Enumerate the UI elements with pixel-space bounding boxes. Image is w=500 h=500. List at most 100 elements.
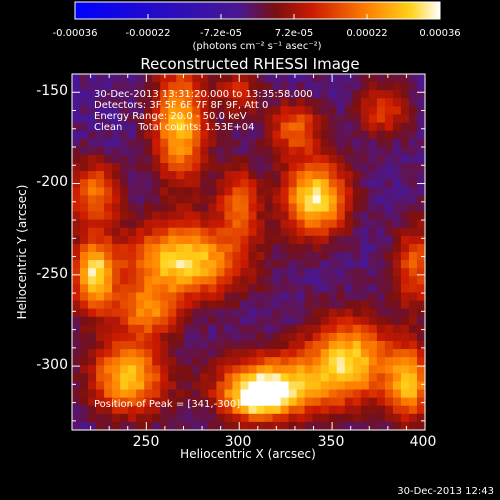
heatmap-cell [328, 365, 338, 374]
heatmap-cell [120, 349, 129, 358]
heatmap-cell [224, 413, 234, 423]
heatmap-cell [344, 365, 354, 374]
heatmap-cell [216, 163, 226, 172]
heatmap-cell [224, 235, 234, 245]
heatmap-cell [104, 195, 113, 205]
heatmap-cell [248, 203, 258, 213]
heatmap-cell [256, 268, 266, 277]
heatmap-cell [160, 243, 169, 253]
heatmap-cell [200, 130, 209, 140]
heatmap-cell [200, 413, 209, 423]
heatmap-cell [288, 365, 298, 374]
heatmap-cell [328, 154, 338, 164]
heatmap-cell [360, 276, 370, 285]
heatmap-cell [256, 114, 266, 124]
heatmap-cell [384, 82, 394, 91]
heatmap-cell [312, 203, 322, 213]
heatmap-cell [128, 195, 137, 205]
heatmap-cell [256, 389, 266, 399]
heatmap-cell [184, 130, 193, 140]
heatmap-cell [320, 260, 330, 269]
heatmap-cell [128, 211, 137, 221]
heatmap-cell [320, 82, 330, 91]
heatmap-cell [344, 341, 354, 350]
heatmap-cell [224, 324, 234, 334]
heatmap-cell [176, 146, 185, 156]
heatmap-cell [328, 389, 338, 399]
heatmap-cell [176, 389, 185, 399]
heatmap-cell [272, 179, 282, 188]
heatmap-cell [192, 316, 201, 326]
heatmap-cell [128, 106, 137, 116]
heatmap-cell [136, 332, 145, 342]
heatmap-cell [176, 357, 185, 366]
heatmap-cell [128, 154, 137, 164]
heatmap-cell [320, 74, 330, 83]
heatmap-cell [408, 268, 418, 277]
heatmap-cell [304, 171, 314, 180]
heatmap-cell [240, 365, 250, 374]
heatmap-cell [256, 341, 266, 350]
heatmap-cell [72, 171, 81, 180]
heatmap-cell [192, 389, 201, 399]
heatmap-cell [144, 74, 153, 83]
heatmap-cell [128, 324, 137, 334]
heatmap-cell [376, 389, 386, 399]
heatmap-cell [248, 98, 258, 107]
heatmap-cell [232, 341, 242, 350]
heatmap-cell [224, 195, 234, 205]
heatmap-cell [408, 219, 418, 229]
heatmap-cell [296, 154, 306, 164]
heatmap-cell [176, 373, 185, 383]
heatmap-cell [280, 357, 290, 366]
heatmap-cell [168, 332, 177, 342]
heatmap-cell [192, 300, 201, 310]
heatmap-cell [72, 227, 81, 237]
heatmap-cell [296, 324, 306, 334]
heatmap-cell [272, 365, 282, 374]
heatmap-cell [80, 235, 89, 245]
heatmap-cell [136, 90, 145, 99]
heatmap-cell [152, 179, 161, 188]
heatmap-cell [168, 373, 177, 383]
heatmap-cell [88, 114, 97, 124]
heatmap-cell [376, 332, 386, 342]
heatmap-cell [288, 171, 298, 180]
heatmap-cell [216, 106, 226, 116]
heatmap-cell [152, 219, 161, 229]
heatmap-cell [72, 413, 81, 423]
heatmap-cell [304, 114, 314, 124]
heatmap-cell [208, 187, 218, 196]
heatmap-cell [152, 154, 161, 164]
heatmap-cell [232, 316, 242, 326]
heatmap-cell [112, 405, 121, 415]
heatmap-cell [328, 332, 338, 342]
heatmap-cell [312, 171, 322, 180]
heatmap-cell [216, 308, 226, 318]
heatmap-cell [312, 243, 322, 253]
heatmap-cell [136, 292, 145, 302]
heatmap-cell [336, 421, 346, 431]
heatmap-cell [120, 195, 129, 205]
heatmap-cell [152, 421, 161, 431]
heatmap-cell [376, 276, 386, 285]
heatmap-cell [232, 252, 242, 261]
heatmap-cell [240, 163, 250, 172]
heatmap-cell [120, 219, 129, 229]
heatmap-cell [216, 82, 226, 91]
heatmap-cell [352, 413, 362, 423]
heatmap-cell [104, 268, 113, 277]
heatmap-cell [296, 106, 306, 116]
heatmap-cell [336, 300, 346, 310]
heatmap-cell [272, 211, 282, 221]
heatmap-cell [320, 203, 330, 213]
heatmap-cell [160, 179, 169, 188]
heatmap-cell [288, 260, 298, 269]
heatmap-cell [240, 154, 250, 164]
heatmap-cell [136, 171, 145, 180]
heatmap-cell [104, 260, 113, 269]
heatmap-cell [376, 316, 386, 326]
heatmap-cell [408, 235, 418, 245]
heatmap-cell [336, 276, 346, 285]
heatmap-cell [208, 292, 218, 302]
